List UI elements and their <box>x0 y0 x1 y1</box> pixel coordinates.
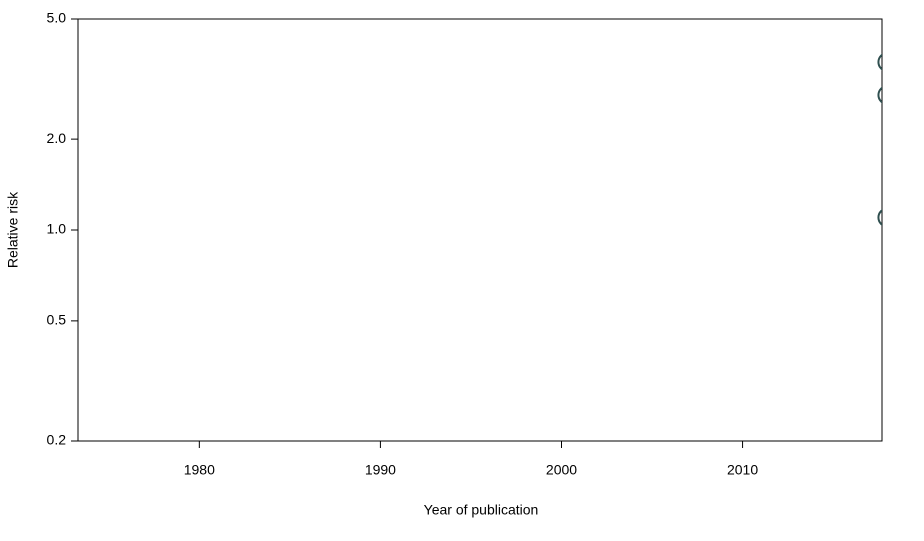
y-tick-label: 0.5 <box>47 312 67 328</box>
x-tick-label: 1990 <box>365 462 396 478</box>
point <box>877 209 882 226</box>
x-axis-label: Year of publication <box>424 502 539 518</box>
plot-frame <box>77 18 883 442</box>
point <box>877 86 882 104</box>
point <box>877 53 882 71</box>
y-tick-label: 5.0 <box>47 10 67 26</box>
points-layer <box>877 53 882 226</box>
x-tick-label: 2000 <box>546 462 577 478</box>
y-tick-label: 0.2 <box>47 432 67 448</box>
y-axis-label: Relative risk <box>5 191 21 268</box>
x-tick-label: 2010 <box>727 462 758 478</box>
y-tick-label: 1.0 <box>47 221 67 237</box>
y-tick-label: 2.0 <box>47 130 67 146</box>
x-tick-label: 1980 <box>184 462 215 478</box>
